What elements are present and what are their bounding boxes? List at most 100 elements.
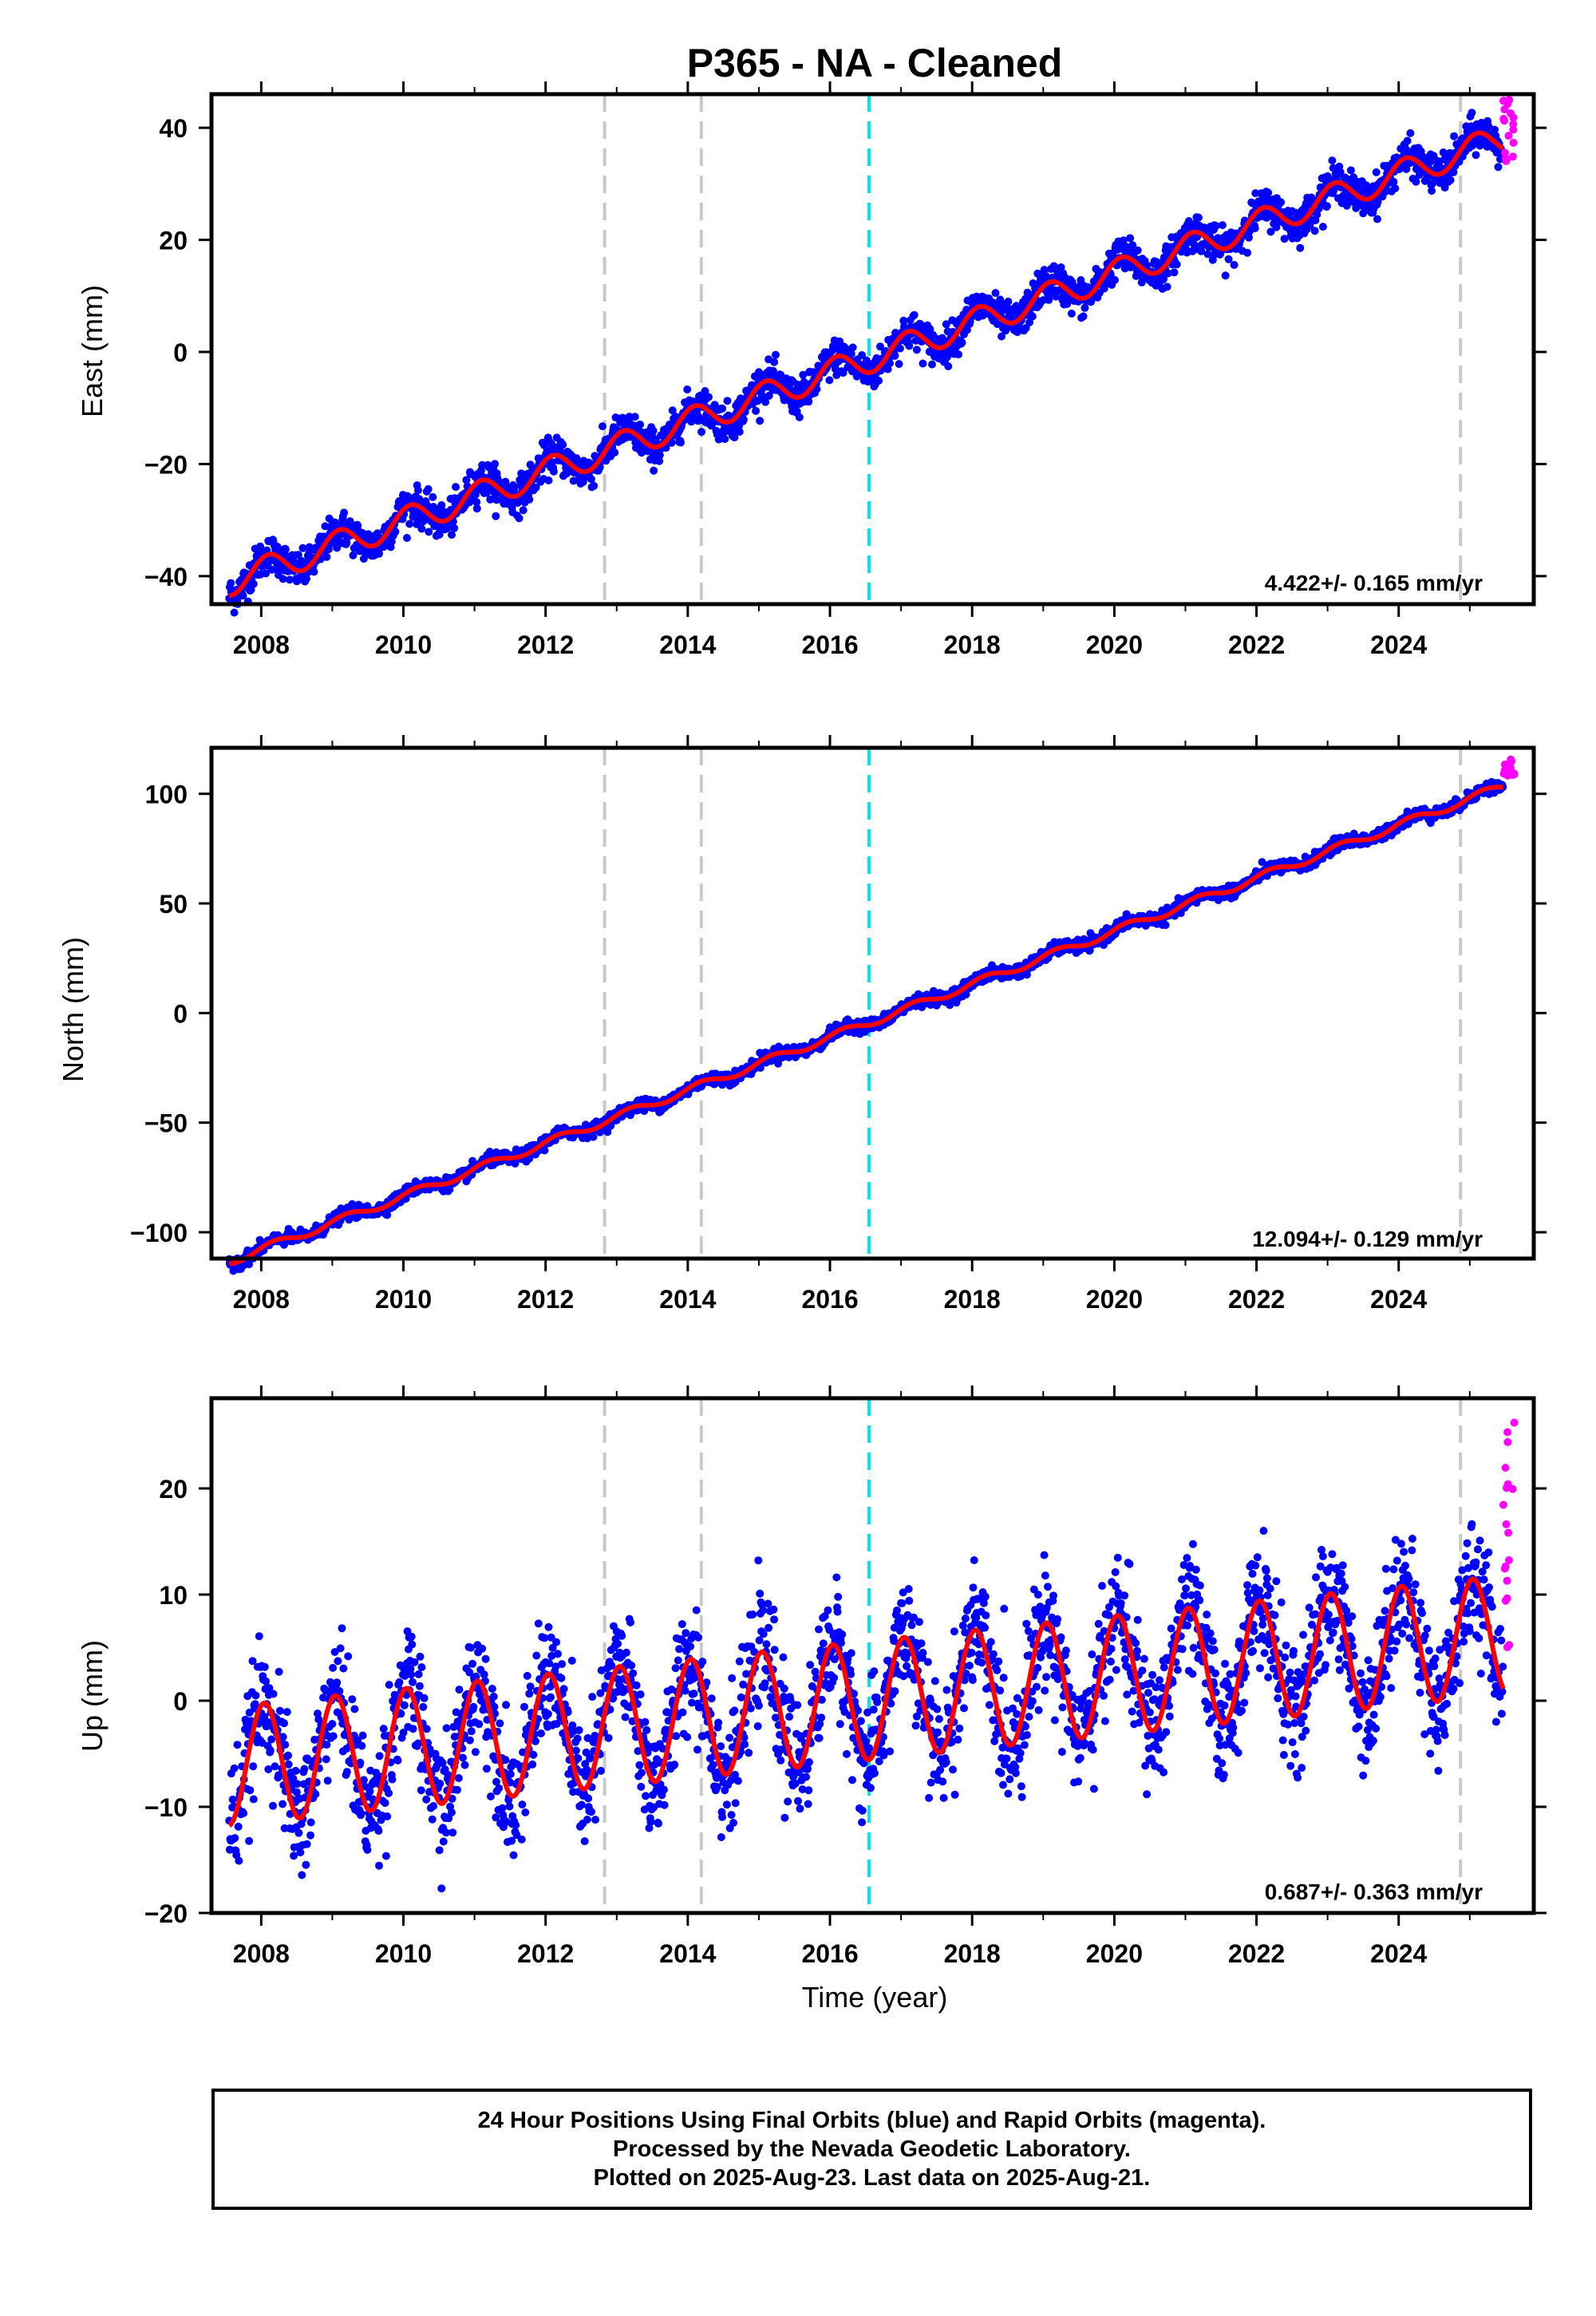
data-point <box>294 551 302 559</box>
y-tick-label: 40 <box>159 114 188 143</box>
data-point <box>1119 236 1128 245</box>
data-point <box>895 360 903 369</box>
data-point <box>636 421 645 429</box>
data-point <box>598 422 606 431</box>
data-point <box>1389 177 1398 186</box>
data-point <box>1170 268 1179 277</box>
data-point <box>1013 328 1021 337</box>
rapid-point <box>1500 117 1508 125</box>
data-point <box>630 413 639 421</box>
data-point <box>1292 208 1301 217</box>
data-point <box>1004 297 1013 306</box>
data-point <box>1266 227 1275 236</box>
data-point <box>1372 168 1381 176</box>
data-point <box>1163 283 1171 291</box>
data-point <box>962 326 971 334</box>
data-point <box>1040 266 1049 275</box>
data-point <box>310 567 318 576</box>
data-point <box>772 350 780 359</box>
data-point <box>1133 246 1142 255</box>
data-point <box>1329 186 1338 195</box>
data-point <box>425 528 433 536</box>
y-tick-label: 20 <box>159 227 188 255</box>
data-point <box>302 575 310 583</box>
data-point <box>910 310 918 319</box>
data-point <box>1446 176 1455 184</box>
data-point <box>705 393 713 401</box>
data-point <box>1211 222 1220 231</box>
data-point <box>701 387 709 395</box>
data-point <box>944 362 953 370</box>
data-point <box>1079 312 1088 321</box>
data-point <box>472 498 481 507</box>
data-point <box>800 377 808 386</box>
data-point <box>531 484 540 492</box>
data-point <box>848 343 857 352</box>
y-tick-label: −40 <box>144 563 188 591</box>
data-point <box>735 428 744 436</box>
data-point <box>875 377 883 385</box>
data-point <box>1161 921 1170 930</box>
data-point <box>559 441 567 449</box>
data-point <box>429 492 437 501</box>
rapid-point <box>1509 113 1518 122</box>
data-point <box>1224 255 1233 263</box>
data-point <box>340 508 349 517</box>
rapid-point <box>1509 125 1518 134</box>
data-point <box>655 456 664 465</box>
data-point <box>667 438 676 447</box>
data-point <box>1296 243 1305 252</box>
data-point <box>991 289 1000 298</box>
data-point <box>723 397 732 405</box>
data-point <box>375 549 383 558</box>
data-point <box>730 433 739 442</box>
data-point <box>928 360 936 369</box>
data-point <box>262 569 271 578</box>
data-point <box>491 460 500 468</box>
data-point <box>452 483 460 492</box>
data-point <box>918 359 927 368</box>
data-point <box>905 342 914 350</box>
data-point <box>942 320 950 329</box>
data-point <box>1391 184 1400 192</box>
y-tick-label: −20 <box>144 450 188 479</box>
data-point <box>1025 318 1034 326</box>
data-point <box>1406 128 1415 137</box>
data-point <box>414 486 422 495</box>
data-point <box>322 552 331 561</box>
data-point <box>764 391 773 400</box>
data-point <box>1250 224 1259 232</box>
data-point <box>281 545 290 554</box>
data-point <box>839 369 847 377</box>
rapid-point <box>1508 152 1517 161</box>
x-tick-label: 2024 <box>1370 630 1427 659</box>
data-point <box>549 467 558 476</box>
data-point <box>899 316 908 325</box>
data-point <box>1023 288 1032 297</box>
x-tick-label: 2022 <box>1228 630 1285 659</box>
data-point <box>450 524 459 532</box>
data-point <box>1346 166 1355 175</box>
data-point <box>876 342 884 351</box>
model-curve <box>229 130 1504 599</box>
data-point <box>847 350 855 358</box>
data-point <box>1426 158 1435 166</box>
data-point <box>668 406 677 415</box>
x-tick-label: 2018 <box>944 630 1001 659</box>
data-point <box>721 435 729 444</box>
x-tick-label: 2014 <box>659 630 716 659</box>
data-point <box>697 428 706 437</box>
data-point <box>1323 202 1331 211</box>
data-point <box>1195 213 1203 222</box>
data-point <box>1245 233 1253 242</box>
data-point <box>954 350 962 359</box>
data-point <box>1484 122 1493 131</box>
data-point <box>886 359 895 368</box>
data-point <box>752 406 760 415</box>
data-point <box>486 495 495 504</box>
data-point <box>1163 269 1172 278</box>
data-point <box>403 534 411 542</box>
data-point <box>804 397 813 406</box>
data-point <box>1310 227 1319 235</box>
